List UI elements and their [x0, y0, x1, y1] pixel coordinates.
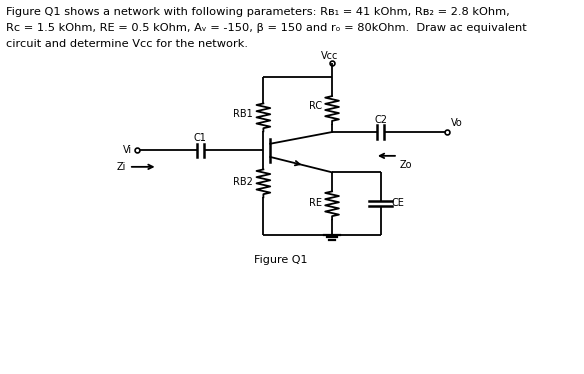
Text: Figure Q1 shows a network with following parameters: Rʙ₁ = 41 kOhm, Rʙ₂ = 2.8 kO: Figure Q1 shows a network with following…	[6, 7, 527, 49]
Text: CE: CE	[391, 199, 404, 208]
Text: C1: C1	[194, 133, 207, 143]
Text: RC: RC	[308, 101, 322, 111]
Text: Vo: Vo	[451, 118, 463, 128]
Text: Zi: Zi	[117, 162, 126, 172]
Text: Vi: Vi	[123, 145, 132, 155]
Text: RB2: RB2	[233, 177, 253, 187]
Text: RB1: RB1	[234, 109, 253, 119]
Text: Figure Q1: Figure Q1	[254, 255, 307, 265]
Text: Vcc: Vcc	[321, 50, 338, 61]
Text: RE: RE	[309, 199, 322, 208]
Text: Zo: Zo	[399, 160, 412, 170]
Text: C2: C2	[374, 115, 387, 125]
